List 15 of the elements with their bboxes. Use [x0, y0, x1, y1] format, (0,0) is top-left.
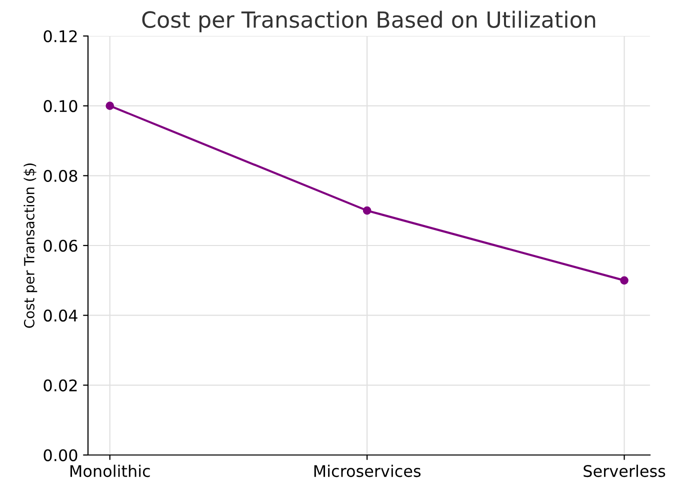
y-tick-label: 0.10 — [44, 100, 78, 112]
y-tick-label: 0.06 — [44, 240, 78, 252]
chart-title: Cost per Transaction Based on Utilization — [142, 10, 596, 32]
point — [620, 276, 628, 285]
y-tick-label: 0.00 — [44, 449, 78, 462]
y-tick-label: 0.02 — [44, 379, 77, 392]
x-tick-label: Monolithic — [70, 464, 150, 478]
y-axis-title: Cost per Transaction ($) — [24, 164, 38, 328]
x-tick-label: Serverless — [584, 464, 666, 478]
point — [106, 102, 114, 110]
y-tick-label: 0.12 — [44, 30, 77, 42]
x-tick-label: Microservices — [314, 464, 421, 478]
point — [362, 206, 372, 215]
y-tick-label: 0.08 — [44, 170, 78, 182]
y-tick-label: 0.04 — [44, 310, 78, 322]
